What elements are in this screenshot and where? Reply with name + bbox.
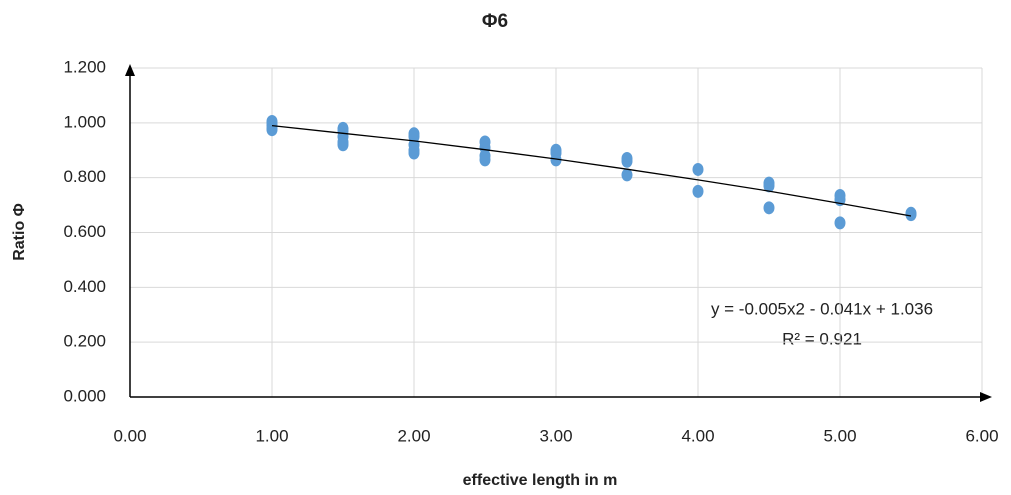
- plot-marks: [266, 114, 917, 230]
- x-tick-label: 5.00: [823, 426, 856, 445]
- data-point: [266, 123, 278, 137]
- trend-equation: y = -0.005x2 - 0.041x + 1.036: [711, 299, 933, 318]
- data-point: [905, 208, 917, 222]
- data-point: [692, 162, 704, 176]
- y-tick-label: 0.000: [63, 386, 106, 405]
- x-tick-label: 4.00: [681, 426, 714, 445]
- x-tick-label: 6.00: [965, 426, 998, 445]
- y-tick-label: 0.600: [63, 222, 106, 241]
- r-squared: R² = 0.921: [782, 329, 862, 348]
- y-tick-label: 0.800: [63, 167, 106, 186]
- x-axis-arrow: [980, 392, 992, 402]
- data-point: [550, 153, 562, 167]
- data-point: [408, 146, 420, 160]
- data-point: [621, 168, 633, 182]
- y-axis-title: Ratio Φ: [11, 203, 28, 261]
- axes: [125, 64, 992, 402]
- data-point: [479, 153, 491, 167]
- trendline: [271, 124, 912, 217]
- data-point: [692, 184, 704, 198]
- x-tick-label: 0.00: [113, 426, 146, 445]
- x-axis-title: effective length in m: [463, 472, 618, 489]
- data-point: [834, 216, 846, 230]
- y-tick-label: 0.200: [63, 332, 106, 351]
- data-point: [621, 154, 633, 168]
- y-tick-label: 1.000: [63, 112, 106, 131]
- x-tick-label: 3.00: [539, 426, 572, 445]
- data-point: [337, 138, 349, 152]
- chart-title: Φ6: [482, 11, 508, 32]
- y-tick-label: 0.400: [63, 277, 106, 296]
- x-tick-label: 2.00: [397, 426, 430, 445]
- y-tick-label: 1.200: [63, 57, 106, 76]
- data-point: [763, 179, 775, 193]
- data-point: [763, 201, 775, 215]
- x-tick-label: 1.00: [255, 426, 288, 445]
- y-axis-arrow: [125, 64, 135, 76]
